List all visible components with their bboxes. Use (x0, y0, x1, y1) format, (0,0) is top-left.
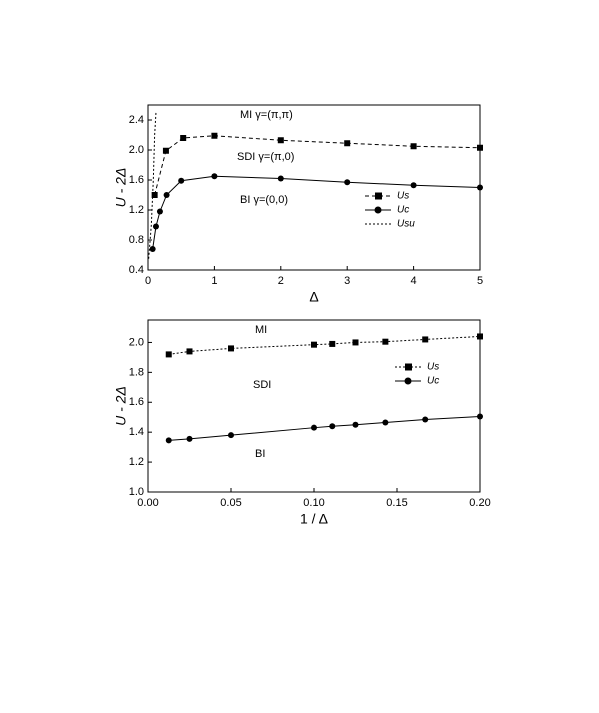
legend-marker (405, 363, 412, 371)
marker (186, 348, 193, 355)
marker (151, 192, 158, 198)
marker (277, 137, 284, 144)
y-tick-label: 2.0 (129, 336, 144, 348)
x-tick-label: 1 (211, 275, 217, 287)
series-line (168, 335, 481, 355)
marker (410, 143, 417, 150)
x-axis-label: 1 / Δ (300, 511, 328, 527)
x-tick-label: 2 (278, 275, 284, 287)
marker (422, 336, 429, 343)
marker (477, 333, 483, 340)
x-tick-label: 0.05 (220, 497, 241, 509)
marker (477, 184, 483, 191)
marker (162, 147, 169, 154)
legend-marker (374, 206, 382, 214)
marker (329, 340, 336, 347)
annotation: SDI (253, 379, 271, 391)
marker (277, 175, 284, 182)
x-tick-label: 0.20 (469, 497, 490, 509)
x-tick-label: 0.15 (386, 497, 407, 509)
marker (329, 423, 336, 430)
marker (382, 419, 389, 426)
marker (156, 208, 163, 215)
marker (165, 351, 172, 358)
marker (186, 435, 193, 442)
legend-marker (375, 192, 382, 200)
marker (180, 135, 187, 141)
annotation: MI (255, 324, 267, 336)
marker (352, 421, 359, 428)
y-tick-label: 2.0 (129, 144, 144, 156)
marker (149, 246, 156, 252)
marker (352, 339, 359, 346)
marker (211, 132, 218, 139)
marker (477, 413, 483, 420)
annotation: MI γ=(π,π) (240, 109, 293, 121)
legend-label: Usu (397, 219, 415, 230)
x-tick-label: 0 (145, 275, 151, 287)
marker (178, 177, 185, 184)
marker (477, 144, 483, 151)
x-tick-label: 4 (411, 275, 417, 287)
y-tick-label: 1.0 (129, 486, 144, 498)
annotation: BI γ=(0,0) (240, 194, 288, 206)
legend-label: Us (427, 362, 439, 373)
legend-label: Uc (427, 376, 439, 387)
marker (165, 437, 172, 444)
y-tick-label: 1.4 (129, 426, 144, 438)
y-tick-label: 0.8 (129, 234, 144, 246)
legend-marker (404, 377, 412, 385)
marker (382, 338, 389, 345)
marker (311, 341, 317, 348)
marker (344, 140, 351, 147)
y-tick-label: 1.6 (129, 174, 144, 186)
marker (410, 182, 417, 189)
x-tick-label: 0.10 (303, 497, 324, 509)
x-tick-label: 0.00 (137, 497, 158, 509)
marker (344, 179, 351, 186)
x-tick-label: 3 (344, 275, 350, 287)
series-line (168, 415, 481, 441)
y-axis-label: U - 2Δ (113, 168, 129, 208)
y-tick-label: 1.6 (129, 396, 144, 408)
marker (228, 345, 234, 352)
marker (163, 192, 170, 198)
annotation: BI (255, 448, 265, 460)
legend-label: Us (397, 191, 409, 202)
x-tick-label: 5 (477, 275, 483, 287)
marker (228, 432, 234, 439)
marker (311, 424, 317, 431)
y-tick-label: 1.2 (129, 204, 144, 216)
marker (211, 173, 218, 180)
marker (422, 416, 429, 423)
y-axis-label: U - 2Δ (113, 386, 129, 426)
y-tick-label: 2.4 (129, 114, 144, 126)
series-line (152, 175, 481, 250)
annotation: SDI γ=(π,0) (237, 151, 294, 163)
x-axis-label: Δ (309, 289, 318, 305)
marker (152, 223, 159, 230)
y-tick-label: 0.4 (129, 264, 144, 276)
y-tick-label: 1.2 (129, 456, 144, 468)
plot-frame (147, 104, 481, 271)
y-tick-label: 1.8 (129, 366, 144, 378)
legend-label: Uc (397, 205, 409, 216)
